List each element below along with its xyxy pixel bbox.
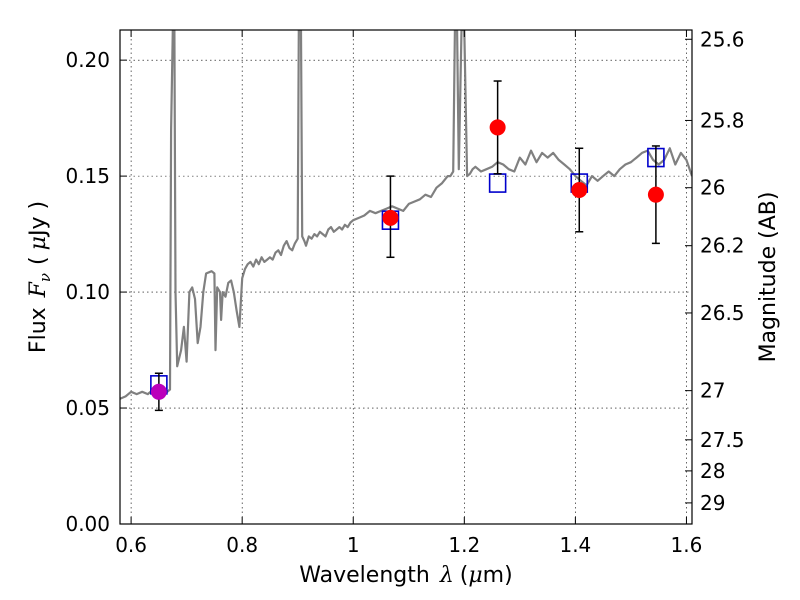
x-axis-label: Wavelength λ (μm) xyxy=(299,563,512,588)
y-tick-label: 0.15 xyxy=(65,164,110,188)
x-tick-label: 1 xyxy=(347,533,360,557)
x-axis-ticks: 0.6 0.8 1 1.2 1.4 1.6 xyxy=(115,30,702,557)
y-tick-label: 0.20 xyxy=(65,48,110,72)
x-tick-label: 0.8 xyxy=(226,533,258,557)
y-tick-label: 0.05 xyxy=(65,396,110,420)
right-axis-ticks: 25.6 25.8 26 26.2 26.5 27 27.5 28 29 xyxy=(685,27,745,515)
right-tick-label: 26.5 xyxy=(700,301,745,325)
y-axis-label: FluxFν(μJy ) xyxy=(26,201,54,353)
right-tick-label: 25.6 xyxy=(700,27,745,51)
right-axis-label: Magnitude (AB) xyxy=(756,192,781,363)
x-tick-label: 0.6 xyxy=(115,533,147,557)
observed-flux-point xyxy=(382,209,399,226)
right-tick-label: 27 xyxy=(700,379,725,403)
model-spectrum-line xyxy=(120,30,692,400)
y-tick-label: 0.00 xyxy=(65,512,110,536)
x-tick-label: 1.6 xyxy=(671,533,703,557)
y-tick-label: 0.10 xyxy=(65,280,110,304)
observed-flux-point xyxy=(647,186,664,203)
right-tick-label: 28 xyxy=(700,459,725,483)
x-tick-label: 1.4 xyxy=(559,533,591,557)
y-axis-ticks: 0.00 0.05 0.10 0.15 0.20 xyxy=(65,48,127,536)
right-tick-label: 29 xyxy=(700,491,725,515)
plot-frame xyxy=(119,29,693,525)
observed-flux-point xyxy=(150,383,167,400)
x-tick-label: 1.2 xyxy=(448,533,480,557)
observed-flux-point xyxy=(489,119,506,136)
right-tick-label: 25.8 xyxy=(700,108,745,132)
right-tick-label: 26 xyxy=(700,176,725,200)
right-tick-label: 26.2 xyxy=(700,234,745,258)
observed-flux-point xyxy=(571,182,588,199)
right-tick-label: 27.5 xyxy=(700,428,745,452)
model-spectrum-layer xyxy=(120,30,692,400)
observations-layer xyxy=(150,80,664,412)
